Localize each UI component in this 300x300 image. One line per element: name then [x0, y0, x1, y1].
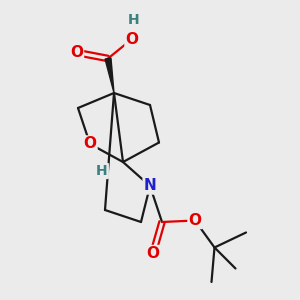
Text: O: O [70, 45, 83, 60]
Text: O: O [146, 246, 160, 261]
Text: H: H [96, 164, 108, 178]
Text: H: H [128, 13, 139, 26]
Polygon shape [105, 58, 114, 93]
Text: O: O [125, 32, 139, 46]
Text: O: O [83, 136, 97, 152]
Text: O: O [188, 213, 202, 228]
Text: N: N [144, 178, 156, 194]
